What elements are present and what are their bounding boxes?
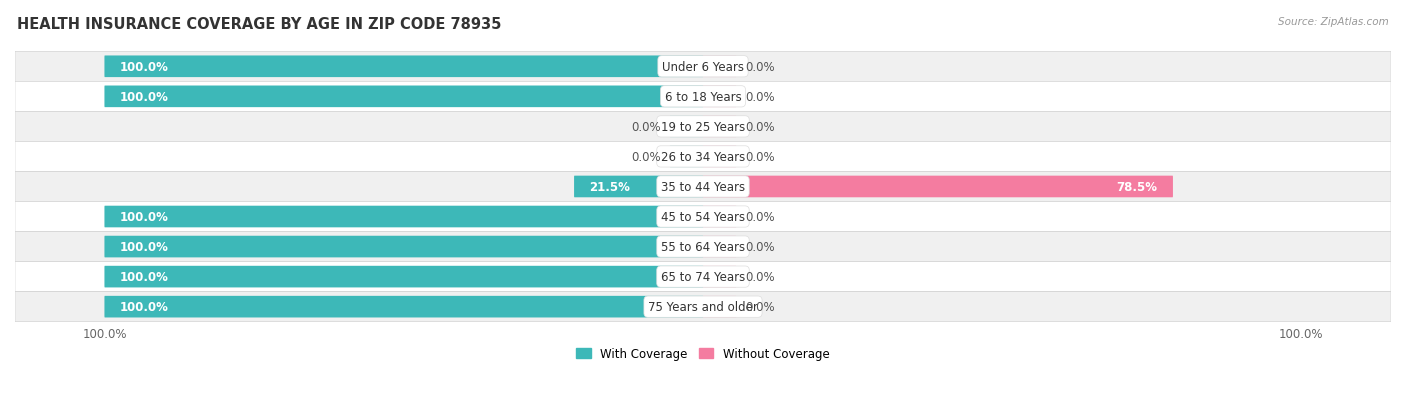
Text: 100.0%: 100.0% xyxy=(120,90,169,104)
Text: 35 to 44 Years: 35 to 44 Years xyxy=(661,180,745,194)
FancyBboxPatch shape xyxy=(104,86,703,108)
FancyBboxPatch shape xyxy=(703,176,1173,198)
Text: 0.0%: 0.0% xyxy=(745,300,775,313)
FancyBboxPatch shape xyxy=(574,176,703,198)
FancyBboxPatch shape xyxy=(104,266,703,288)
Text: 45 to 54 Years: 45 to 54 Years xyxy=(661,211,745,223)
FancyBboxPatch shape xyxy=(15,292,1391,322)
Legend: With Coverage, Without Coverage: With Coverage, Without Coverage xyxy=(572,342,834,365)
Text: HEALTH INSURANCE COVERAGE BY AGE IN ZIP CODE 78935: HEALTH INSURANCE COVERAGE BY AGE IN ZIP … xyxy=(17,17,502,31)
FancyBboxPatch shape xyxy=(703,266,737,288)
FancyBboxPatch shape xyxy=(703,86,737,108)
FancyBboxPatch shape xyxy=(703,236,737,258)
Text: 26 to 34 Years: 26 to 34 Years xyxy=(661,151,745,164)
Text: 75 Years and older: 75 Years and older xyxy=(648,300,758,313)
Text: 0.0%: 0.0% xyxy=(631,151,661,164)
FancyBboxPatch shape xyxy=(669,146,703,168)
Text: 19 to 25 Years: 19 to 25 Years xyxy=(661,121,745,133)
FancyBboxPatch shape xyxy=(15,202,1391,232)
FancyBboxPatch shape xyxy=(15,262,1391,292)
Text: 0.0%: 0.0% xyxy=(745,90,775,104)
Text: 0.0%: 0.0% xyxy=(745,271,775,283)
Text: 100.0%: 100.0% xyxy=(120,211,169,223)
Text: 65 to 74 Years: 65 to 74 Years xyxy=(661,271,745,283)
Text: 100.0%: 100.0% xyxy=(120,300,169,313)
Text: 0.0%: 0.0% xyxy=(745,211,775,223)
Text: 0.0%: 0.0% xyxy=(745,151,775,164)
FancyBboxPatch shape xyxy=(703,206,737,228)
FancyBboxPatch shape xyxy=(703,296,737,318)
Text: Under 6 Years: Under 6 Years xyxy=(662,61,744,74)
Text: 0.0%: 0.0% xyxy=(745,240,775,254)
Text: 21.5%: 21.5% xyxy=(589,180,630,194)
FancyBboxPatch shape xyxy=(15,112,1391,142)
FancyBboxPatch shape xyxy=(15,232,1391,262)
Text: 0.0%: 0.0% xyxy=(745,61,775,74)
FancyBboxPatch shape xyxy=(703,146,737,168)
FancyBboxPatch shape xyxy=(15,142,1391,172)
FancyBboxPatch shape xyxy=(703,56,737,78)
FancyBboxPatch shape xyxy=(104,236,703,258)
Text: 0.0%: 0.0% xyxy=(631,121,661,133)
Text: 55 to 64 Years: 55 to 64 Years xyxy=(661,240,745,254)
FancyBboxPatch shape xyxy=(104,56,703,78)
Text: 78.5%: 78.5% xyxy=(1116,180,1157,194)
FancyBboxPatch shape xyxy=(104,206,703,228)
Text: Source: ZipAtlas.com: Source: ZipAtlas.com xyxy=(1278,17,1389,26)
Text: 0.0%: 0.0% xyxy=(745,121,775,133)
FancyBboxPatch shape xyxy=(104,296,703,318)
Text: 100.0%: 100.0% xyxy=(120,271,169,283)
FancyBboxPatch shape xyxy=(15,172,1391,202)
Text: 100.0%: 100.0% xyxy=(120,240,169,254)
FancyBboxPatch shape xyxy=(15,52,1391,82)
FancyBboxPatch shape xyxy=(703,116,737,138)
FancyBboxPatch shape xyxy=(669,116,703,138)
Text: 100.0%: 100.0% xyxy=(120,61,169,74)
Text: 6 to 18 Years: 6 to 18 Years xyxy=(665,90,741,104)
FancyBboxPatch shape xyxy=(15,82,1391,112)
